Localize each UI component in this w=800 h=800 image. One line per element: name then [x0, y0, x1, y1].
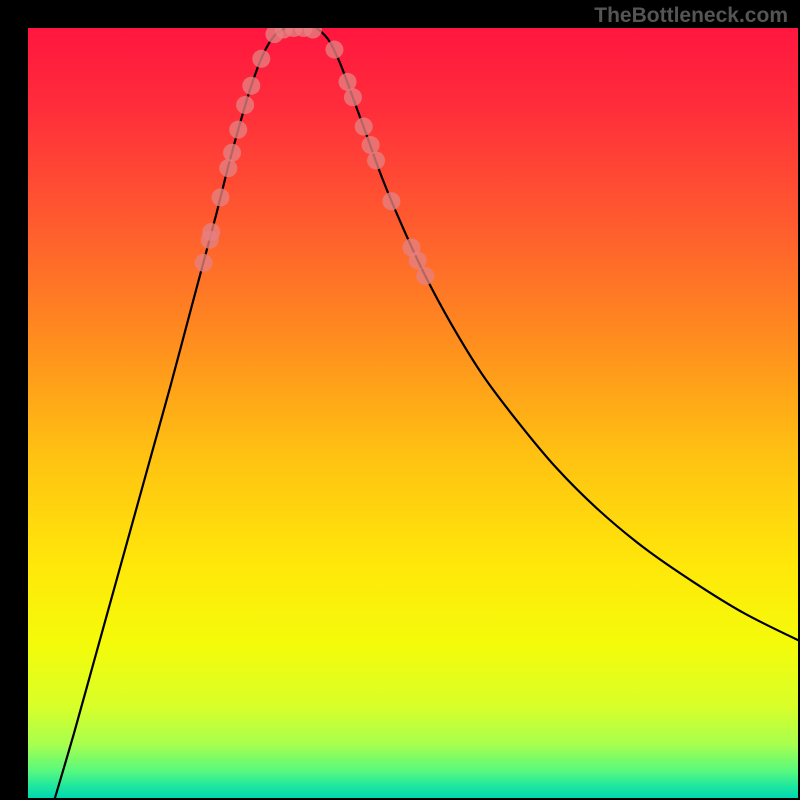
watermark-text: TheBottleneck.com	[594, 4, 788, 28]
gradient-background	[28, 28, 798, 798]
plot-area	[28, 28, 798, 798]
